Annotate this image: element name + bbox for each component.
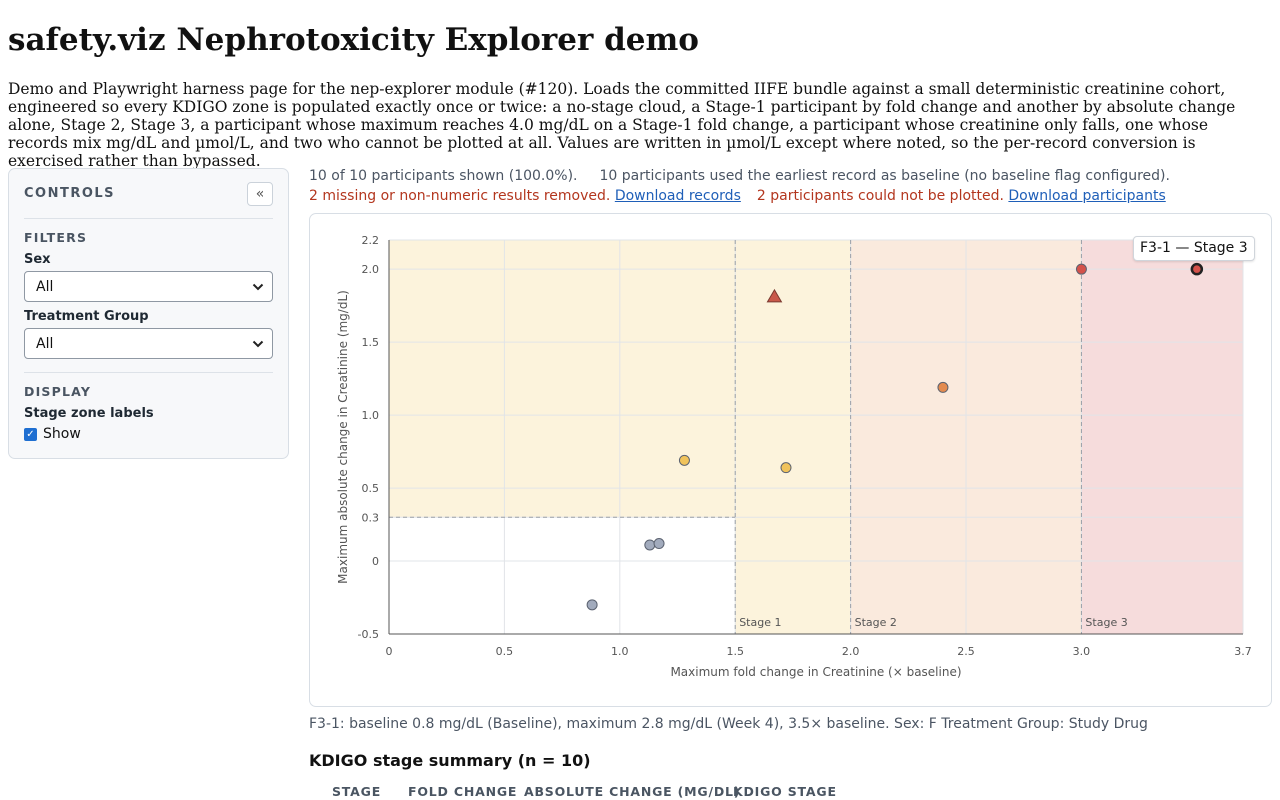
unplotted-note: 2 participants could not be plotted. — [756, 188, 1004, 204]
data-point-stage-none[interactable] — [644, 539, 656, 551]
group-select-value: All — [36, 335, 54, 352]
download-records-link[interactable]: Download records — [614, 188, 741, 204]
col-header-fold-change[interactable]: FOLD CHANGE — [408, 784, 518, 799]
data-point-stage-1[interactable] — [766, 288, 783, 303]
x-tick-label: 0 — [386, 645, 393, 658]
scatter-chart: Stage 1 Stage 2 Stage 3 0 0.5 1.0 1.5 2.0 2.5 3.0… — [336, 234, 1252, 679]
controls-header: CONTROLS « — [24, 169, 273, 219]
data-point-stage-3[interactable] — [1075, 263, 1087, 275]
highlighted-data-point[interactable] — [1190, 262, 1204, 276]
divider — [24, 372, 273, 373]
y-tick-label: 1.5 — [362, 336, 380, 349]
treatment-group-select[interactable]: All — [24, 328, 273, 359]
x-tick-label: 1.5 — [726, 645, 744, 658]
removed-note: 2 missing or non-numeric results removed… — [309, 188, 611, 204]
page-title: safety.viz Nephrotoxicity Explorer demo — [8, 22, 699, 58]
stage-labels-title: Stage zone labels — [24, 406, 154, 421]
sex-select-value: All — [36, 278, 54, 295]
stage-zone-label: Stage 1 — [739, 616, 781, 629]
stage-zone-label: Stage 3 — [1085, 616, 1127, 629]
download-participants-link[interactable]: Download participants — [1008, 188, 1166, 204]
y-tick-label: 2.2 — [362, 234, 380, 247]
y-tick-label: -0.5 — [358, 628, 379, 641]
col-header-stage[interactable]: STAGE — [332, 784, 382, 799]
x-tick-label: 3.0 — [1073, 645, 1091, 658]
chart-card: Stage 1 Stage 2 Stage 3 0 0.5 1.0 1.5 2.0 2.5 3.0… — [309, 213, 1272, 707]
y-tick-label: 0.3 — [362, 511, 380, 524]
y-tick-label: 0 — [372, 555, 379, 568]
x-tick-label: 2.0 — [842, 645, 860, 658]
selected-participant-detail: F3-1: baseline 0.8 mg/dL (Baseline), max… — [309, 716, 1148, 732]
collapse-controls-button[interactable]: « — [247, 181, 273, 206]
stage-zone-label: Stage 2 — [855, 616, 897, 629]
chevron-down-icon — [252, 283, 264, 290]
intro-paragraph: Demo and Playwright harness page for the… — [8, 80, 1236, 170]
controls-title: CONTROLS — [24, 186, 116, 201]
y-tick-label: 1.0 — [362, 409, 380, 422]
display-title: DISPLAY — [24, 384, 92, 399]
stage-zone-3 — [1081, 240, 1243, 634]
data-point-stage-none[interactable] — [653, 538, 665, 550]
x-tick-label: 1.0 — [611, 645, 629, 658]
show-labels-checkbox[interactable]: ✓ — [24, 427, 37, 441]
x-tick-label: 2.5 — [957, 645, 975, 658]
sex-select[interactable]: All — [24, 271, 273, 302]
summary-title: KDIGO stage summary (n = 10) — [309, 751, 591, 770]
filters-title: FILTERS — [24, 230, 88, 245]
point-tooltip: F3-1 — Stage 3 — [1133, 236, 1255, 261]
data-point-stage-2[interactable] — [937, 381, 949, 393]
show-labels-row: ✓ Show — [24, 426, 273, 442]
x-axis-label: Maximum fold change in Creatinine (× bas… — [670, 665, 961, 679]
y-axis-label: Maximum absolute change in Creatinine (m… — [336, 290, 350, 584]
status-info: 10 of 10 participants shown (100.0%). 10 … — [309, 167, 1170, 185]
stage-1-absolute-zone — [389, 240, 736, 518]
data-point-stage-none[interactable] — [586, 599, 598, 611]
col-header-kdigo-stage[interactable]: KDIGO STAGE — [733, 784, 837, 799]
group-label: Treatment Group — [24, 309, 149, 324]
x-tick-label: 0.5 — [496, 645, 514, 658]
baseline-note: 10 participants used the earliest record… — [599, 168, 1170, 184]
show-labels-label[interactable]: Show — [43, 426, 81, 442]
data-point-stage-1[interactable] — [780, 462, 792, 474]
status-warnings: 2 missing or non-numeric results removed… — [309, 187, 1166, 205]
x-tick-label: 3.7 — [1234, 645, 1252, 658]
sex-label: Sex — [24, 252, 51, 267]
data-point-stage-1[interactable] — [678, 454, 690, 466]
y-tick-label: 2.0 — [362, 263, 380, 276]
chevron-down-icon — [252, 340, 264, 347]
shown-count: 10 of 10 participants shown (100.0%). — [309, 168, 578, 184]
col-header-absolute-change[interactable]: ABSOLUTE CHANGE (MG/DL) — [524, 784, 741, 799]
stage-zone-1 — [735, 240, 851, 634]
y-tick-label: 0.5 — [362, 482, 380, 495]
controls-panel: CONTROLS « FILTERS Sex All Treatment Gro… — [8, 168, 289, 459]
